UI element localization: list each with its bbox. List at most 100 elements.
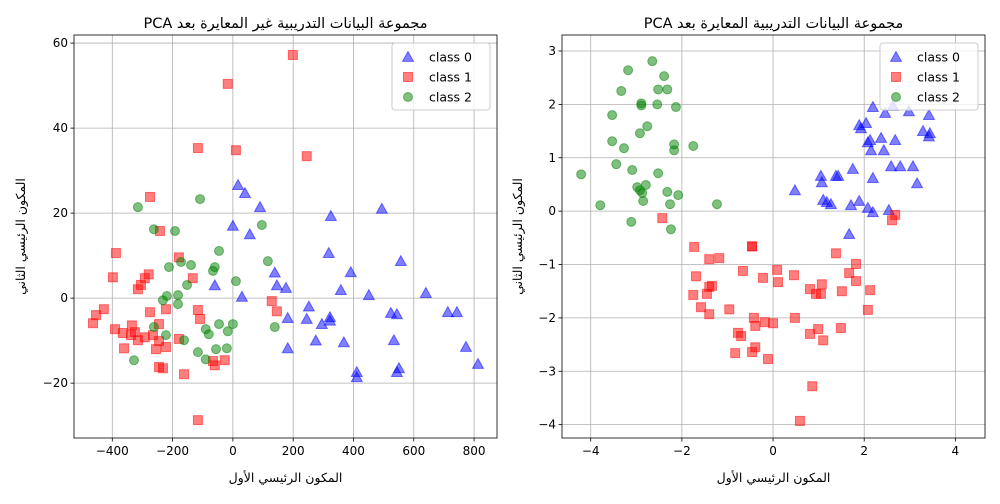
point-class-1 [750,342,761,353]
point-class-1 [789,312,800,323]
x-tick-label: 0 [229,444,237,458]
point-class-1 [865,285,876,296]
point-class-2 [128,355,139,366]
point-class-1 [724,304,735,315]
point-class-1 [144,191,155,202]
point-class-1 [706,280,717,291]
legend-label: class 0 [429,50,472,65]
x-tick-label: 4 [952,444,960,458]
point-class-1 [890,209,901,220]
point-class-2 [711,199,722,210]
point-class-1 [688,289,699,300]
point-class-0 [375,202,389,214]
x-axis-label: المكون الرئيسي الأول [717,470,831,486]
x-tick-label: 200 [282,444,305,458]
point-class-1 [818,335,829,346]
point-class-2 [179,335,190,346]
point-class-0 [888,133,902,146]
point-class-0 [344,265,358,278]
point-class-0 [846,162,860,174]
point-class-1 [851,276,862,287]
point-class-2 [256,220,267,231]
point-class-2 [214,319,225,330]
point-class-1 [772,264,783,275]
point-class-0 [815,175,829,188]
point-class-0 [471,357,485,369]
point-class-2 [659,71,670,82]
point-class-0 [866,205,880,218]
point-class-1 [807,381,818,392]
point-class-0 [268,266,282,278]
point-class-2 [211,344,222,355]
data-points [576,56,937,426]
y-tick-label: 20 [53,206,68,220]
point-class-1 [271,306,282,317]
legend: class 0 class 1 class 2 [879,42,979,111]
y-tick-label: −1 [538,258,556,272]
point-class-0 [419,286,433,298]
point-class-0 [874,131,888,143]
legend-label: class 0 [917,50,960,65]
point-class-2 [222,326,233,337]
point-class-2 [163,262,174,273]
point-class-0 [441,305,455,318]
legend-label: class 2 [917,90,960,105]
legend-marker-square [891,72,901,82]
point-class-1 [187,273,198,284]
x-tick-label: −2 [673,444,691,458]
legend-marker-square [403,72,413,82]
point-class-2 [665,199,676,210]
point-class-1 [192,143,203,154]
x-tick-label: 400 [342,444,365,458]
legend-marker-triangle [889,50,903,62]
y-tick-label: 2 [548,97,556,111]
point-class-1 [830,248,841,259]
point-class-0 [238,186,252,199]
x-tick-label: 2 [860,444,868,458]
point-class-0 [866,171,880,183]
point-class-1 [789,270,800,281]
point-class-1 [747,241,758,252]
point-class-1 [160,342,171,353]
point-class-2 [214,245,225,256]
point-class-0 [923,126,937,139]
point-class-2 [623,65,634,76]
point-class-2 [665,224,676,235]
point-class-1 [750,320,761,331]
legend-label: class 1 [917,70,960,85]
data-points [87,49,485,426]
point-class-1 [737,265,748,276]
y-tick-label: 60 [53,36,68,50]
point-class-0 [322,246,336,258]
point-class-1 [813,324,824,335]
point-class-0 [893,159,907,172]
point-class-1 [132,335,143,346]
legend-marker-circle [403,92,413,102]
point-class-1 [759,317,770,328]
point-class-2 [670,102,681,113]
point-class-1 [151,344,162,355]
y-tick-label: 3 [548,44,556,58]
point-class-1 [87,318,98,329]
x-axis-label: المكون الرئيسي الأول [229,470,343,486]
legend-label: class 2 [429,90,472,105]
point-class-2 [638,196,649,207]
point-class-0 [922,108,936,120]
y-axis-label: المكون الرئيسي الثاني [13,178,29,295]
point-class-1 [836,286,847,297]
point-class-1 [119,343,130,354]
point-class-2 [688,141,699,152]
point-class-0 [831,169,845,181]
x-tick-label: −4 [582,444,600,458]
point-class-2 [616,86,627,97]
point-class-0 [459,340,473,352]
axes-frame [73,34,498,439]
point-class-0 [916,124,930,136]
point-class-2 [269,322,280,333]
point-class-1 [844,268,855,279]
point-class-0 [315,317,329,329]
point-class-0 [788,183,802,196]
x-tick-label: 0 [769,444,777,458]
point-class-0 [842,227,856,239]
